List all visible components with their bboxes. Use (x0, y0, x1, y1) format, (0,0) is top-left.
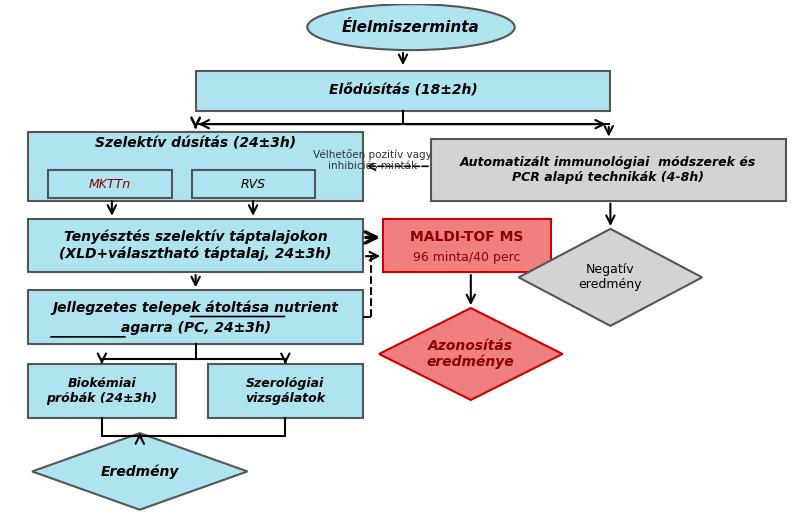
Text: agarra (PC, 24±3h): agarra (PC, 24±3h) (121, 321, 271, 335)
Text: Vélhetően pozitív vagy
inhibiciós minták: Vélhetően pozitív vagy inhibiciós minták (314, 148, 432, 171)
Ellipse shape (307, 4, 515, 50)
Polygon shape (32, 433, 247, 510)
Text: Szelektív dúsítás (24±3h): Szelektív dúsítás (24±3h) (95, 136, 296, 150)
Text: Élelmiszerminta: Élelmiszerminta (342, 20, 480, 35)
FancyBboxPatch shape (192, 170, 315, 198)
FancyBboxPatch shape (48, 170, 172, 198)
Text: Negatív
eredmény: Negatív eredmény (579, 263, 642, 291)
Text: 96 minta/40 perc: 96 minta/40 perc (413, 251, 521, 264)
Polygon shape (379, 308, 563, 400)
Text: Tenyésztés szelektív táptalajokon
(XLD+választható táptalaj, 24±3h): Tenyésztés szelektív táptalajokon (XLD+v… (60, 230, 332, 261)
Text: Elődúsítás (18±2h): Elődúsítás (18±2h) (329, 84, 477, 98)
Text: Szerológiai
vizsgálatok: Szerológiai vizsgálatok (245, 377, 326, 405)
FancyBboxPatch shape (28, 364, 176, 418)
Text: Biokémiai
próbák (24±3h): Biokémiai próbák (24±3h) (47, 377, 157, 405)
FancyBboxPatch shape (28, 290, 364, 344)
Text: MALDI-TOF MS: MALDI-TOF MS (410, 230, 524, 244)
FancyBboxPatch shape (383, 218, 550, 272)
Text: Eredmény: Eredmény (101, 464, 179, 479)
FancyBboxPatch shape (196, 71, 610, 112)
Polygon shape (519, 229, 702, 326)
FancyBboxPatch shape (208, 364, 364, 418)
FancyBboxPatch shape (28, 132, 364, 201)
FancyBboxPatch shape (28, 218, 364, 272)
Text: Azonosítás
eredménye: Azonosítás eredménye (427, 338, 514, 370)
Text: RVS: RVS (241, 177, 266, 190)
Text: MKTTn: MKTTn (89, 177, 131, 190)
Text: Automatizált immunológiai  módszerek és
PCR alapú technikák (4-8h): Automatizált immunológiai módszerek és P… (460, 156, 757, 184)
Text: Jellegzetes telepek átoltása nutrient: Jellegzetes telepek átoltása nutrient (52, 300, 339, 315)
FancyBboxPatch shape (431, 140, 786, 201)
